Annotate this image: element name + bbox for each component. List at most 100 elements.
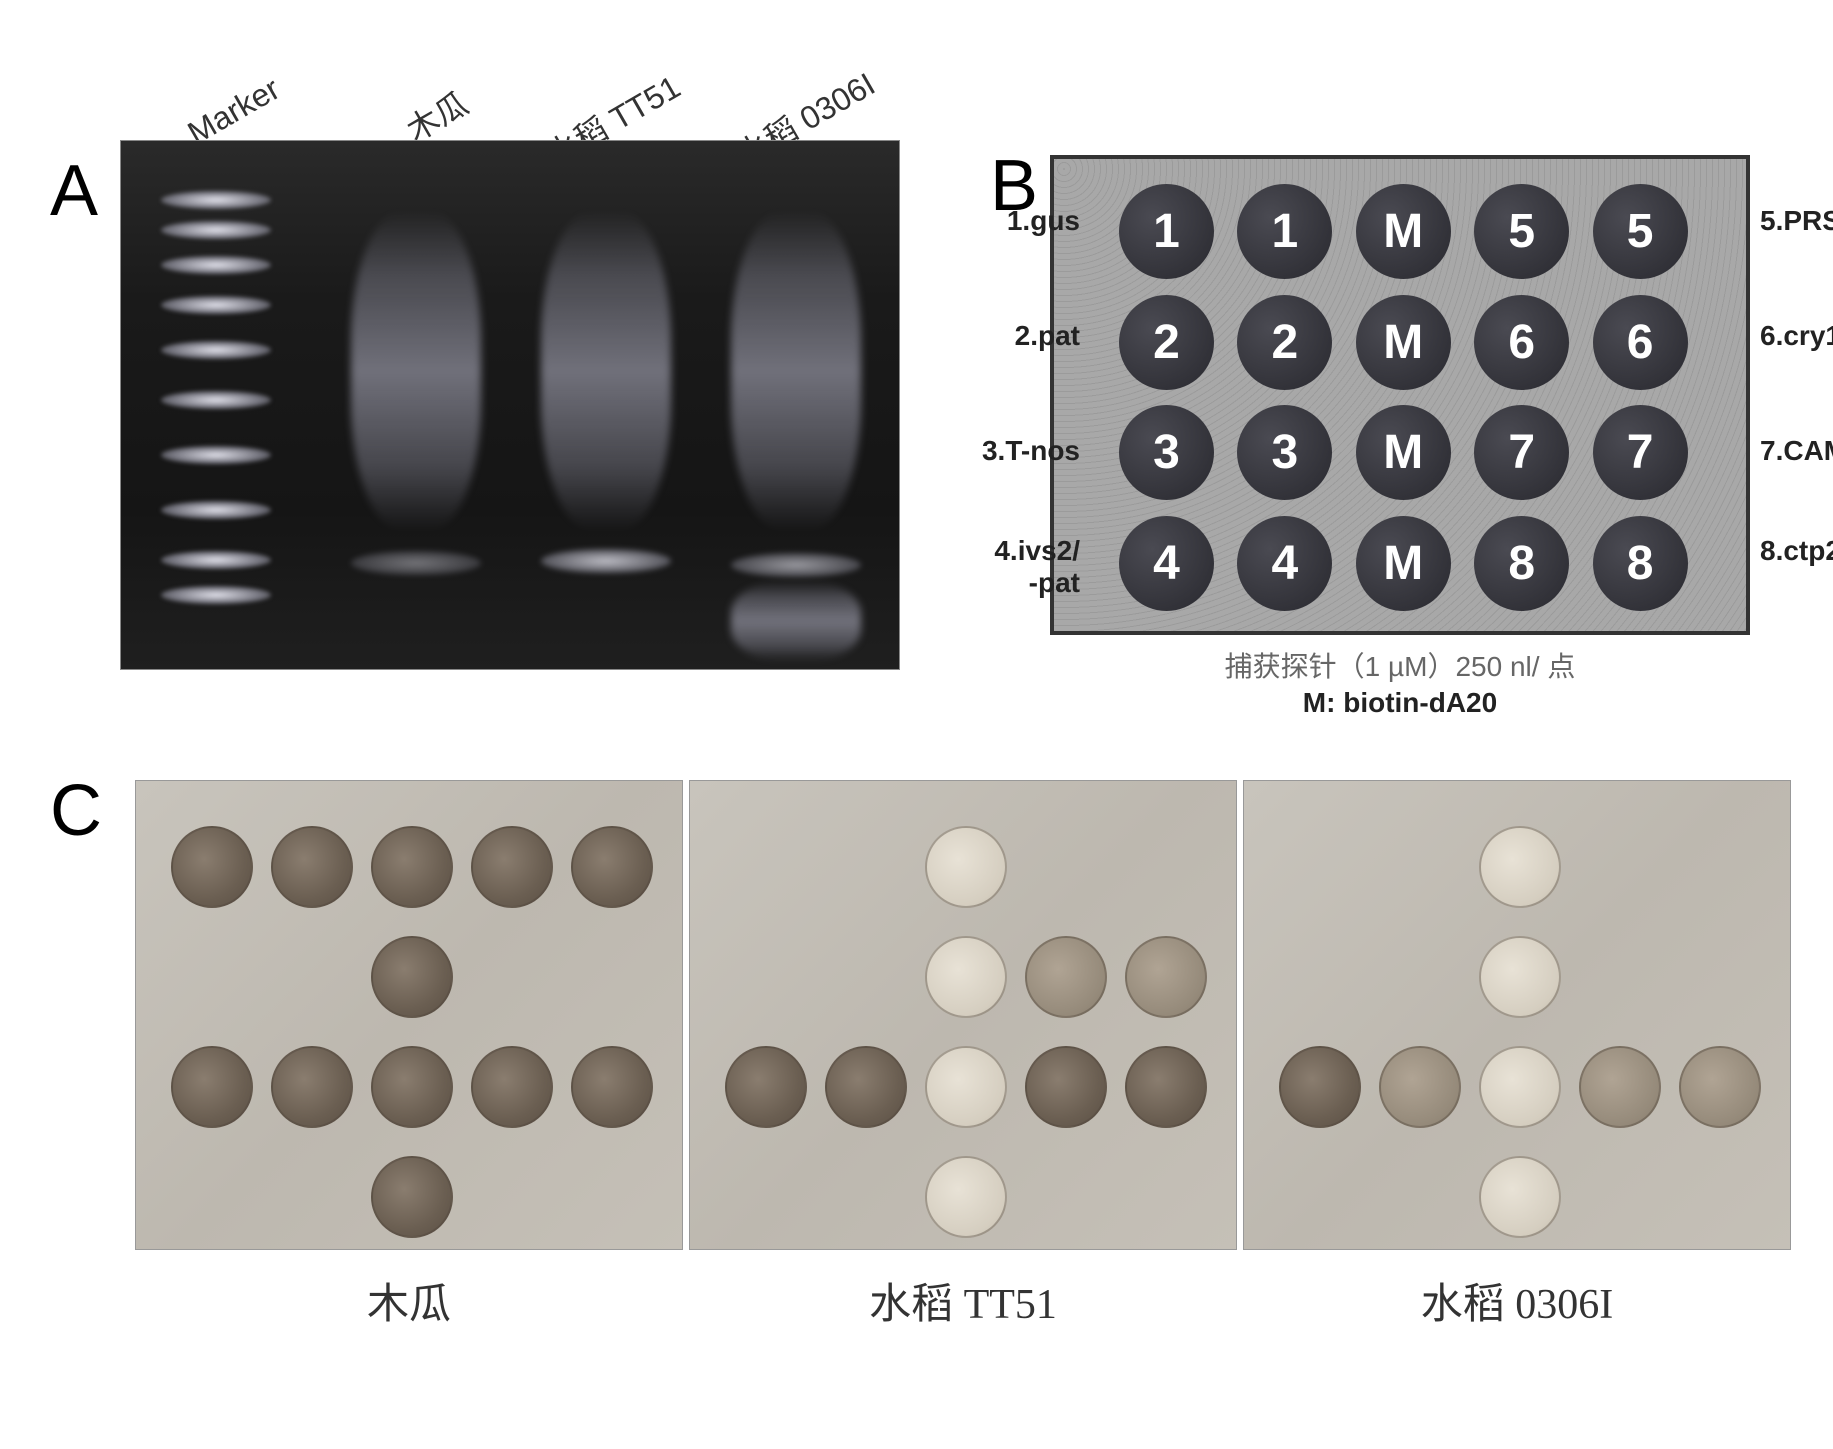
probe-caption-line2: M: biotin-dA20 [1050, 687, 1750, 719]
array-spot [1379, 1046, 1461, 1128]
array-sample: 木瓜 [135, 780, 683, 1250]
array-spot [725, 1046, 807, 1128]
array-image [1243, 780, 1791, 1250]
array-spot [271, 826, 353, 908]
gel-band [541, 549, 671, 573]
ladder-band [161, 446, 271, 464]
array-spot [1479, 826, 1561, 908]
array-spot [371, 1046, 453, 1128]
array-spot [1279, 1046, 1361, 1128]
array-sample: 水稻 0306I [1243, 780, 1791, 1250]
panel-c-array-results: C 木瓜水稻 TT51水稻 0306I [50, 770, 1790, 1370]
array-spot [1125, 1046, 1207, 1128]
array-spot [925, 1156, 1007, 1238]
probe-spot: 8 [1474, 516, 1569, 611]
gel-lane-3 [721, 161, 871, 651]
probe-spot: 1 [1237, 184, 1332, 279]
probe-spot: 2 [1237, 295, 1332, 390]
probe-right-label: 5.PRSV-CP [1760, 205, 1833, 237]
array-spot [171, 1046, 253, 1128]
array-caption: 水稻 TT51 [689, 1270, 1237, 1331]
probe-spot: 5 [1593, 184, 1688, 279]
gel-lane-2 [531, 161, 681, 651]
gel-lane-1 [341, 161, 491, 651]
probe-right-label: 8.ctp2/epsps [1760, 535, 1833, 567]
array-spot [925, 1046, 1007, 1128]
array-image [135, 780, 683, 1250]
array-result-row: 木瓜水稻 TT51水稻 0306I [135, 780, 1791, 1250]
ladder-band [161, 501, 271, 519]
ladder-band [161, 551, 271, 569]
probe-spot: 3 [1119, 405, 1214, 500]
gel-smear [541, 211, 671, 531]
ladder-band [161, 256, 271, 274]
gel-smear [731, 211, 861, 531]
array-spot [371, 826, 453, 908]
probe-right-label: 6.cry1Ac [1760, 320, 1833, 352]
probe-caption-line1: 捕获探针（1 µM）250 nl/ 点 [1050, 645, 1750, 685]
ladder-band [161, 341, 271, 359]
array-spot [571, 1046, 653, 1128]
panel-b-probe-layout: B 11M5522M6633M7744M88 1.gus2.pat3.T-nos… [990, 155, 1790, 715]
probe-right-label: 7.CAMV 35S [1760, 435, 1833, 467]
probe-spot: 5 [1474, 184, 1569, 279]
probe-spot: M [1356, 295, 1451, 390]
gel-band [351, 551, 481, 575]
probe-left-label: 3.T-nos [982, 435, 1080, 467]
probe-spot: M [1356, 516, 1451, 611]
probe-spot: 7 [1474, 405, 1569, 500]
panel-a-gel: A Marker木瓜水稻 TT51水稻 0306I [50, 140, 900, 670]
array-spot [925, 936, 1007, 1018]
array-caption: 木瓜 [135, 1270, 683, 1331]
probe-spot: 4 [1237, 516, 1332, 611]
array-spot [1125, 936, 1207, 1018]
probe-grid: 11M5522M6633M7744M88 [1119, 184, 1699, 614]
gel-smear [351, 211, 481, 531]
probe-caption: 捕获探针（1 µM）250 nl/ 点 M: biotin-dA20 [1050, 645, 1750, 719]
array-image [689, 780, 1237, 1250]
probe-spot: 4 [1119, 516, 1214, 611]
probe-spot: 2 [1119, 295, 1214, 390]
ladder-band [161, 586, 271, 604]
ladder-band [161, 296, 271, 314]
gel-image [120, 140, 900, 670]
probe-spot: 6 [1593, 295, 1688, 390]
ladder-band [161, 221, 271, 239]
array-spot [1025, 1046, 1107, 1128]
array-spot [825, 1046, 907, 1128]
probe-spot: 3 [1237, 405, 1332, 500]
array-spot [571, 826, 653, 908]
array-spot [471, 826, 553, 908]
probe-spot: 7 [1593, 405, 1688, 500]
probe-array-box: 11M5522M6633M7744M88 [1050, 155, 1750, 635]
array-spot [371, 1156, 453, 1238]
array-spot [271, 1046, 353, 1128]
probe-left-label: 4.ivs2/ -pat [994, 535, 1080, 599]
array-spot [925, 826, 1007, 908]
array-spot [1025, 936, 1107, 1018]
probe-spot: M [1356, 184, 1451, 279]
gel-smear [731, 581, 861, 661]
gel-lane-marker [151, 161, 301, 651]
probe-spot: M [1356, 405, 1451, 500]
panel-c-label: C [50, 770, 102, 852]
array-spot [371, 936, 453, 1018]
probe-left-label: 1.gus [1007, 205, 1080, 237]
array-spot [171, 826, 253, 908]
array-spot [1679, 1046, 1761, 1128]
ladder-band [161, 391, 271, 409]
gel-band [731, 553, 861, 577]
array-spot [471, 1046, 553, 1128]
array-caption: 水稻 0306I [1243, 1270, 1791, 1331]
probe-left-label: 2.pat [1015, 320, 1080, 352]
probe-spot: 6 [1474, 295, 1569, 390]
array-spot [1479, 1046, 1561, 1128]
array-spot [1479, 1156, 1561, 1238]
array-sample: 水稻 TT51 [689, 780, 1237, 1250]
probe-spot: 1 [1119, 184, 1214, 279]
array-spot [1579, 1046, 1661, 1128]
panel-a-label: A [50, 150, 98, 232]
ladder-band [161, 191, 271, 209]
array-spot [1479, 936, 1561, 1018]
probe-spot: 8 [1593, 516, 1688, 611]
